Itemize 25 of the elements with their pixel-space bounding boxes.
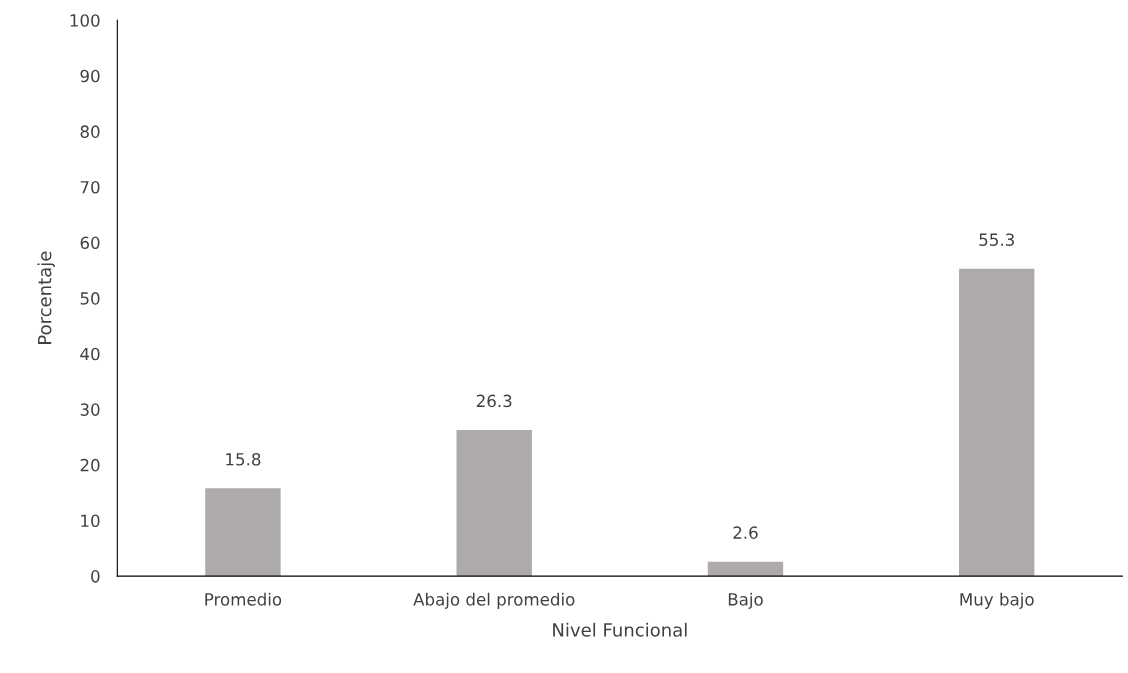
data-label: 55.3 [979, 233, 1014, 246]
y-tick-label: 10 [81, 514, 100, 528]
y-tick-label: 50 [80, 292, 100, 305]
bar [205, 488, 281, 577]
y-tick-label: 90 [80, 69, 100, 83]
y-tick-label: 70 [80, 180, 100, 194]
y-tick-label: 40 [80, 347, 100, 361]
x-axis-title: Nivel Funcional [553, 622, 687, 637]
x-tick-label: Abajo del promedio [413, 592, 575, 609]
data-label: 26.3 [476, 394, 512, 408]
data-label: 15.8 [226, 452, 261, 466]
x-tick-label: Promedio [205, 592, 282, 606]
bar [707, 561, 784, 577]
y-tick-label: 30 [80, 403, 100, 416]
data-label: 2.6 [733, 526, 758, 539]
y-tick-label: 0 [91, 570, 100, 583]
bar [959, 268, 1035, 577]
bar [456, 429, 532, 577]
y-tick-label: 20 [80, 458, 100, 472]
x-tick-label: Muy bajo [960, 592, 1034, 609]
y-tick-label: 100 [70, 14, 100, 27]
y-axis-title: Porcentaje [37, 251, 55, 344]
y-tick-label: 80 [80, 125, 100, 138]
x-tick-label: Bajo [728, 592, 763, 609]
y-tick-label: 60 [80, 236, 100, 250]
